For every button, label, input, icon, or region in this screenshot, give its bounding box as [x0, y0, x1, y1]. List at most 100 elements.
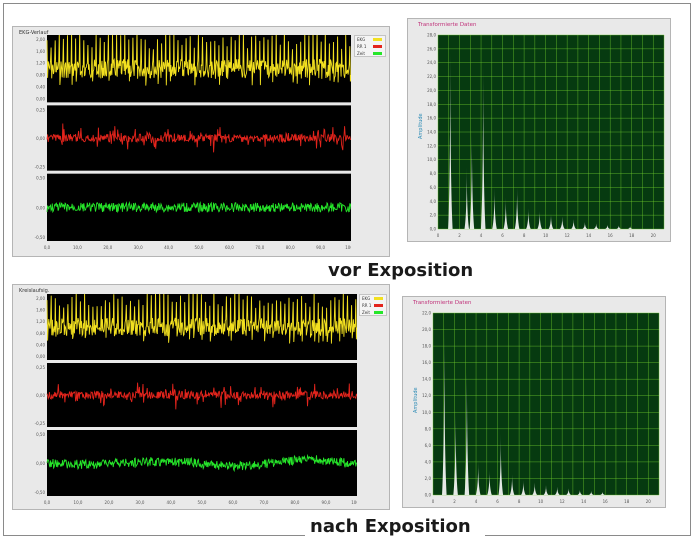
y-tick-label: 8,0: [430, 171, 437, 176]
spectrum-peak: [469, 128, 475, 229]
y-tick-label: 10,0: [422, 410, 431, 415]
y-tick-label: 0,00: [36, 354, 45, 359]
x-tick-label: 20,0: [105, 500, 114, 505]
x-tick-label: 80,0: [291, 500, 300, 505]
y-tick-label: 2,0: [425, 476, 432, 481]
x-tick-label: 6: [501, 233, 504, 238]
y-tick-label: 6,0: [425, 443, 432, 448]
legend-label: RR 1: [362, 303, 372, 308]
y-tick-label: 14,0: [422, 377, 431, 382]
spectrum-peak: [560, 216, 565, 229]
x-tick-label: 100,0: [351, 500, 357, 505]
spectrum-peak: [605, 224, 610, 229]
spectrum-peak: [464, 166, 469, 229]
caption-before-exposure: vor Exposition: [328, 260, 474, 281]
y-tick-label: 1,60: [36, 308, 45, 313]
y-tick-label: 16,0: [427, 116, 436, 121]
legend-swatch-yellow: [373, 38, 382, 41]
spectrum-chart-top: 0,0 2,0 4,0 6,0 8,0 10,0 12,0 14,0 16,0 18,0 20,0 2…: [427, 33, 665, 238]
spectrum-chart-bottom: 0,0 2,0 4,0 6,0 8,0 10,0 12,0 14,0 16,0 18,0 20,0 2…: [422, 311, 660, 504]
spectrum-peak: [543, 485, 549, 495]
x-tick-label: 4: [480, 233, 483, 238]
spectrum-panel-top: Transformierte Daten Amplitude 0,0 2,0 4,0…: [407, 18, 671, 242]
caption-box: [305, 512, 485, 536]
y-tick-label: 18,0: [427, 102, 436, 107]
legend-label: Zeit: [357, 51, 365, 56]
y-tick-label: 12,0: [422, 393, 431, 398]
spectrum-peak: [532, 482, 537, 495]
spectrum-title: Transformierte Daten: [418, 22, 477, 28]
y-tick-label: 0,00: [36, 136, 45, 141]
x-tick-label: 70,0: [255, 245, 264, 250]
spectrum-peak: [577, 490, 583, 495]
spectrum-peak: [571, 219, 576, 229]
spectrum-peak: [498, 433, 504, 495]
y-tick-label: -0,50: [35, 235, 46, 240]
ekg-panel-bottom: Kreislaufsig. 2,00 1,60 1,20 0,80 0,40 0,00 0,…: [12, 284, 390, 510]
ekg-panel-title: EKG-Verlauf: [19, 30, 49, 36]
spectrum-peak: [521, 480, 526, 495]
x-tick-label: 0: [437, 233, 440, 238]
ekg-panel-title: Kreislaufsig.: [19, 288, 50, 294]
legend-swatch-red: [374, 304, 383, 307]
caption-after-exposure: nach Exposition: [310, 516, 471, 537]
legend-label: Zeit: [362, 310, 370, 315]
spectrum-peak: [509, 474, 515, 495]
y-tick-label: 0,50: [36, 432, 45, 437]
y-tick-label: 28,0: [427, 33, 436, 38]
y-tick-label: 0,00: [36, 205, 45, 210]
legend-swatch-green: [374, 311, 383, 314]
y-tick-label: 16,0: [422, 360, 431, 365]
ekg-panel-top: EKG-Verlauf 2,00 1,60 1,20 0,80 0,40 0,00 0,25…: [12, 26, 390, 257]
x-tick-label: 0: [432, 499, 435, 504]
spectrum-peak: [480, 62, 486, 230]
spectrum-peak: [600, 491, 605, 495]
y-tick-label: 14,0: [427, 130, 436, 135]
y-tick-label: 0,0: [425, 493, 432, 498]
x-tick-label: 70,0: [260, 500, 269, 505]
spectrum-peak: [548, 213, 554, 229]
spectrum-peak: [555, 486, 560, 495]
x-tick-label: 10: [538, 499, 544, 504]
ekg-time-series-bottom: 2,00 1,60 1,20 0,80 0,40 0,00 0,25 0,00 -0,25 0,5…: [35, 294, 357, 505]
yellow-signal-line: [46, 35, 351, 86]
plot-area: [433, 313, 659, 495]
x-tick-label: 20: [651, 233, 657, 238]
y-tick-label: 4,0: [425, 459, 432, 464]
spectrum-title: Transformierte Daten: [413, 300, 472, 306]
y-tick-label: 0,80: [36, 331, 45, 336]
x-tick-label: 40,0: [164, 245, 173, 250]
y-tick-label: 22,0: [422, 311, 431, 316]
y-tick-label: 0,40: [36, 84, 45, 89]
legend-swatch-yellow: [374, 297, 383, 300]
y-tick-label: 2,0: [430, 213, 437, 218]
x-tick-label: 30,0: [134, 245, 143, 250]
ekg-time-series-top: 2,00 1,60 1,20 0,80 0,40 0,00 0,25 0,00 -0,25 0,5…: [35, 35, 351, 250]
y-tick-label: 1,20: [36, 61, 45, 66]
spectrum-peak: [503, 197, 509, 229]
x-tick-label: 0,0: [44, 500, 51, 505]
x-tick-label: 16: [608, 233, 614, 238]
y-tick-label: 22,0: [427, 74, 436, 79]
spectrum-peak: [526, 208, 531, 229]
x-tick-label: 90,0: [316, 245, 325, 250]
spectrum-peak: [582, 222, 588, 229]
x-tick-label: 100,0: [345, 245, 351, 250]
y-tick-label: 0,25: [36, 365, 45, 370]
y-tick-label: 0,25: [36, 107, 45, 112]
spectrum-peak: [453, 408, 458, 495]
spectrum-peak: [448, 45, 453, 230]
x-tick-label: 4: [475, 499, 478, 504]
red-signal-line: [46, 123, 351, 153]
y-tick-label: 1,60: [36, 49, 45, 54]
spectrum-peak: [464, 362, 470, 495]
y-tick-label: 24,0: [427, 60, 436, 65]
x-tick-label: 90,0: [322, 500, 331, 505]
y-tick-label: 20,0: [422, 327, 431, 332]
legend-swatch-green: [373, 52, 382, 55]
x-tick-label: 8: [518, 499, 521, 504]
spectrum-peak: [616, 225, 622, 229]
y-tick-label: 20,0: [427, 88, 436, 93]
x-tick-label: 20,0: [103, 245, 112, 250]
legend: EKG RR 1 Zeit: [359, 294, 387, 316]
